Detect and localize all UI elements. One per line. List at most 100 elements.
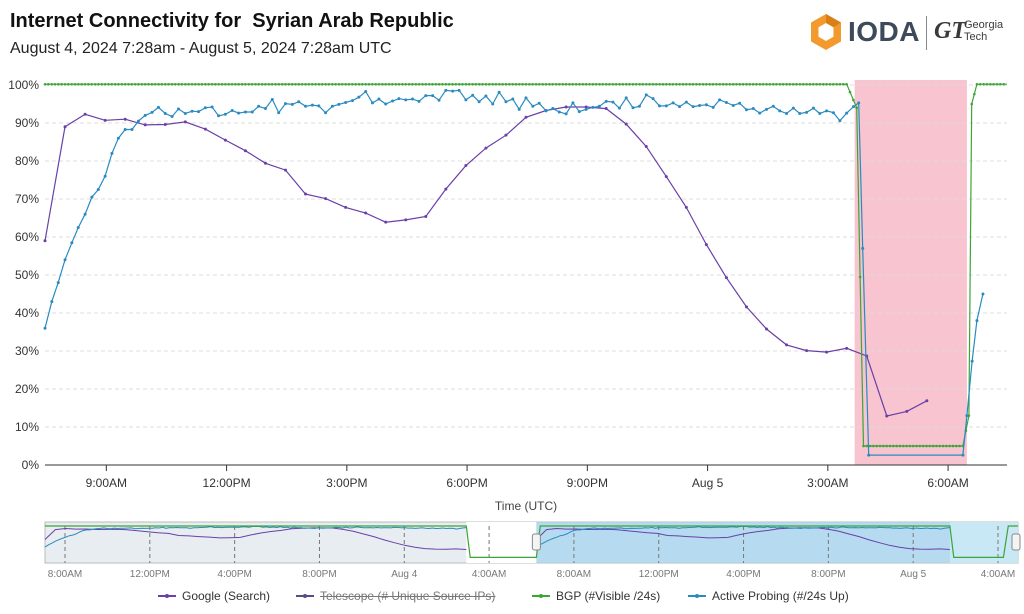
data-point-bgp [888, 444, 892, 448]
data-point-bgp [628, 82, 631, 86]
data-point-bgp [973, 92, 976, 96]
legend-telescope[interactable]: Telescope (# Unique Source IPs) [296, 589, 495, 603]
legend-bgp-swatch [532, 591, 550, 601]
data-point-bgp [811, 82, 815, 86]
data-point-active_probing [471, 93, 475, 97]
logo-separator [926, 16, 927, 50]
data-point-bgp [638, 82, 641, 86]
time-navigator[interactable]: 8:00AM 12:00PM 4:00PM 8:00PM Aug 4 4:00AM 8:00… [44, 521, 1021, 580]
data-point-bgp [832, 82, 835, 86]
y-tick-label: 10% [15, 420, 39, 434]
connectivity-chart[interactable]: 0% 10% 20% 30% 40% 50% 60% 70% 80% 90% 100% 9:00AM 1… [0, 60, 1024, 586]
series-layer[interactable] [43, 82, 1008, 457]
data-point-bgp [788, 82, 792, 86]
ioda-hexagon-icon [811, 14, 841, 50]
legend-active-probing[interactable]: Active Probing (#/24s Up) [688, 589, 849, 603]
georgia-word: Georgia [964, 19, 1004, 31]
data-point-bgp [264, 82, 267, 86]
series-line-active_probing [44, 89, 984, 456]
data-point-active_probing [337, 102, 341, 106]
data-point-bgp [928, 444, 932, 448]
series-active_probing[interactable] [43, 88, 985, 457]
data-point-google [304, 192, 308, 196]
data-point-google [744, 305, 748, 309]
data-point-bgp [941, 444, 945, 448]
data-point-bgp [701, 82, 705, 86]
data-point-bgp [865, 444, 869, 448]
navigator-right-handle[interactable] [1011, 533, 1021, 551]
data-point-google [183, 120, 187, 124]
data-point-bgp [320, 82, 324, 86]
data-point-active_probing [237, 111, 241, 115]
data-point-bgp [427, 82, 431, 86]
data-point-active_probing [975, 319, 979, 323]
data-point-bgp [895, 444, 898, 448]
data-point-bgp [130, 82, 134, 86]
data-point-bgp [588, 82, 591, 86]
data-point-bgp [778, 82, 782, 86]
data-point-bgp [407, 82, 411, 86]
data-point-bgp [391, 82, 394, 86]
data-point-bgp [57, 82, 60, 86]
data-point-active_probing [156, 105, 160, 109]
data-point-bgp [528, 82, 531, 86]
data-point-active_probing [457, 88, 461, 92]
data-point-active_probing [350, 99, 354, 103]
series-bgp[interactable] [43, 82, 1007, 448]
data-point-bgp [504, 82, 508, 86]
data-point-bgp [381, 82, 384, 86]
data-point-bgp [651, 82, 655, 86]
data-point-bgp [594, 82, 598, 86]
data-point-bgp [507, 82, 511, 86]
data-point-google [644, 145, 648, 149]
page-title: Internet Connectivity for Syrian Arab Re… [10, 10, 454, 32]
data-point-active_probing [771, 104, 775, 108]
data-point-bgp [447, 82, 451, 86]
data-point-active_probing [56, 281, 60, 285]
data-point-active_probing [263, 107, 267, 111]
data-point-bgp [721, 82, 725, 86]
data-point-bgp [127, 82, 130, 86]
data-point-bgp [578, 82, 581, 86]
y-tick-label: 70% [15, 192, 39, 206]
data-point-bgp [985, 82, 989, 86]
data-point-bgp [401, 82, 404, 86]
data-point-google [63, 125, 67, 129]
data-point-bgp [163, 82, 167, 86]
data-point-google [484, 146, 488, 150]
navigator-tick-label: 8:00AM [48, 569, 82, 580]
data-point-bgp [431, 82, 434, 86]
series-google[interactable] [43, 105, 929, 418]
data-point-bgp [461, 82, 464, 86]
x-tick-label: 6:00PM [446, 476, 487, 490]
legend-active-probing-label: Active Probing (#/24s Up) [712, 589, 849, 603]
data-point-active_probing [965, 414, 969, 418]
data-point-bgp [785, 82, 788, 86]
y-tick-label: 60% [15, 230, 39, 244]
data-point-bgp [775, 82, 778, 86]
data-point-bgp [194, 82, 197, 86]
data-point-active_probing [631, 106, 635, 110]
data-point-bgp [970, 102, 974, 106]
georgia-tech-name: Georgia Tech [964, 19, 1003, 43]
navigator-left-handle[interactable] [531, 533, 541, 551]
data-point-active_probing [724, 100, 728, 104]
data-point-bgp [915, 444, 918, 448]
data-point-bgp [842, 82, 845, 86]
legend-bgp[interactable]: BGP (#Visible /24s) [532, 589, 660, 603]
data-point-bgp [808, 82, 812, 86]
data-point-bgp [147, 82, 150, 86]
data-point-bgp [855, 106, 858, 110]
data-point-bgp [487, 82, 491, 86]
data-point-google [444, 187, 448, 191]
legend-google[interactable]: Google (Search) [158, 589, 270, 603]
data-point-active_probing [711, 105, 715, 109]
data-point-bgp [728, 82, 732, 86]
data-point-active_probing [961, 453, 965, 457]
legend-telescope-label: Telescope (# Unique Source IPs) [320, 589, 496, 603]
data-point-bgp [988, 82, 992, 86]
data-point-google [143, 123, 147, 127]
data-point-bgp [611, 82, 615, 86]
data-point-bgp [230, 82, 234, 86]
data-point-bgp [982, 82, 985, 86]
